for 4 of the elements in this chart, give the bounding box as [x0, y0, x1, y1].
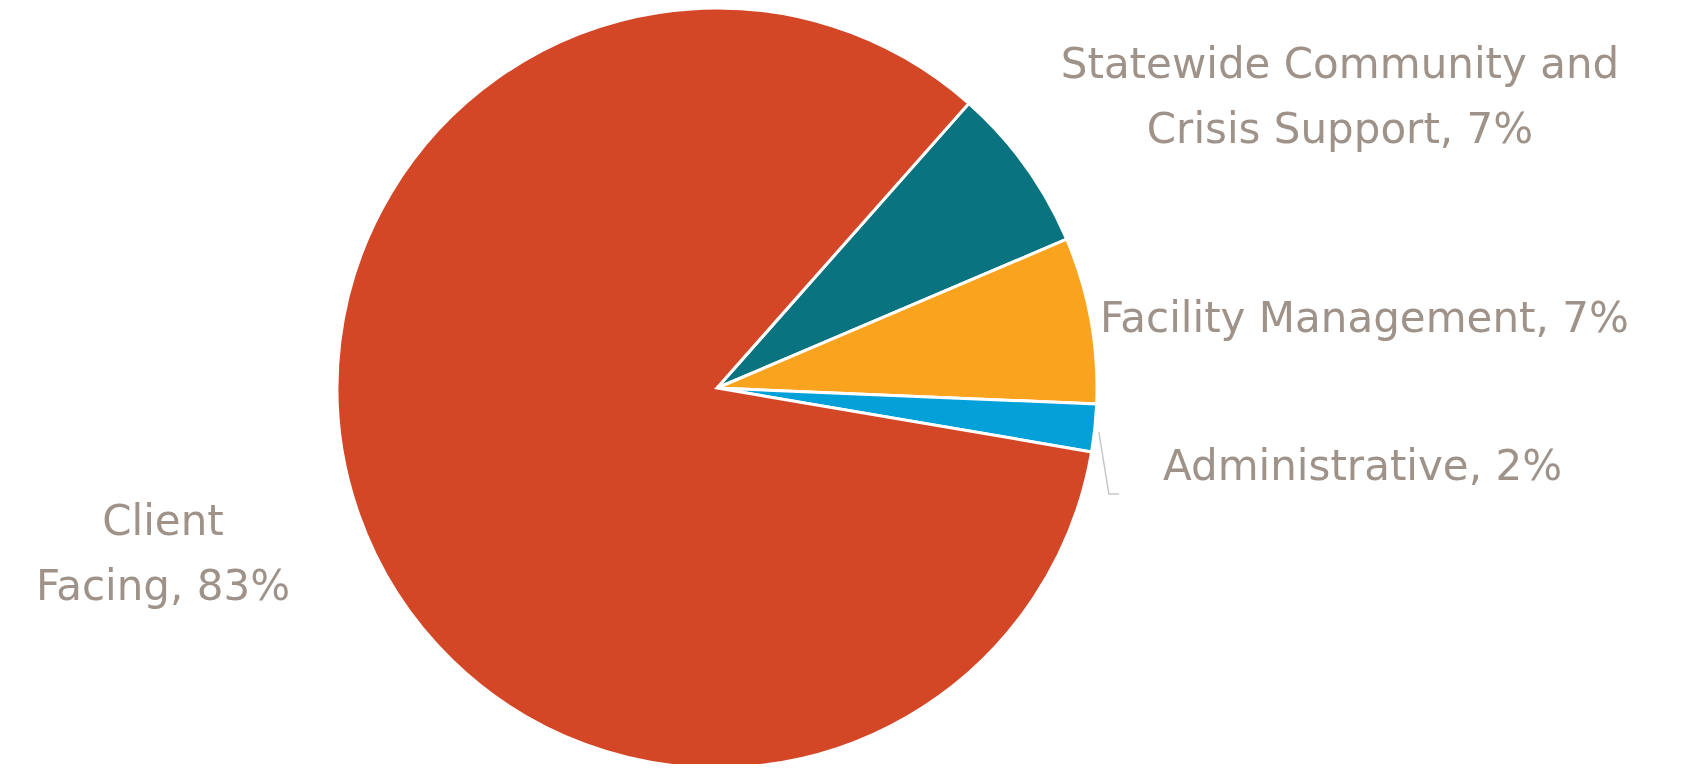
slice-label: Facility Management, 7%: [1100, 293, 1629, 342]
slice-label: Client Facing, 83%: [35, 496, 291, 611]
slice-label: Statewide Community and Crisis Support, 7%: [1060, 39, 1620, 154]
slice-label: Administrative, 2%: [1163, 441, 1563, 490]
